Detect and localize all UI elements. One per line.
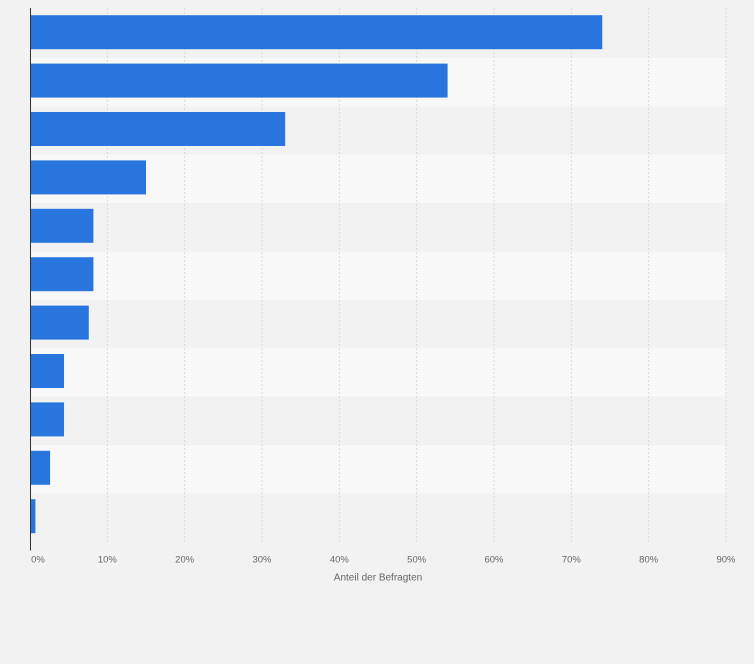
row-band bbox=[30, 203, 726, 252]
x-tick-label: 80% bbox=[639, 554, 659, 565]
x-tick-label: 10% bbox=[98, 554, 118, 565]
x-tick-label: 0% bbox=[31, 554, 45, 565]
row-band bbox=[30, 493, 726, 542]
x-tick-label: 30% bbox=[252, 554, 272, 565]
x-tick-label: 20% bbox=[175, 554, 195, 565]
row-bands bbox=[30, 9, 726, 542]
bars bbox=[30, 15, 603, 534]
x-tick-label: 60% bbox=[484, 554, 504, 565]
bar[interactable] bbox=[30, 63, 448, 98]
bar[interactable] bbox=[30, 305, 89, 340]
x-tick-labels: 0% 10% 20% 30% 40% 50% 60% 70% 80% 90% bbox=[31, 554, 736, 565]
x-tick-label: 50% bbox=[407, 554, 427, 565]
bar[interactable] bbox=[30, 499, 36, 534]
row-band bbox=[30, 445, 726, 494]
bar[interactable] bbox=[30, 160, 146, 195]
x-tick-label: 90% bbox=[716, 554, 736, 565]
bar[interactable] bbox=[30, 257, 94, 292]
bar[interactable] bbox=[30, 450, 51, 485]
x-tick-label: 40% bbox=[330, 554, 350, 565]
x-tick-label: 70% bbox=[562, 554, 582, 565]
bar[interactable] bbox=[30, 208, 94, 243]
bar[interactable] bbox=[30, 15, 603, 50]
bar[interactable] bbox=[30, 402, 65, 437]
x-axis-label: Anteil der Befragten bbox=[334, 572, 422, 583]
row-band bbox=[30, 251, 726, 300]
bar[interactable] bbox=[30, 112, 286, 146]
row-band bbox=[30, 396, 726, 446]
row-band bbox=[30, 348, 726, 397]
bar[interactable] bbox=[30, 354, 65, 388]
row-band bbox=[30, 299, 726, 349]
